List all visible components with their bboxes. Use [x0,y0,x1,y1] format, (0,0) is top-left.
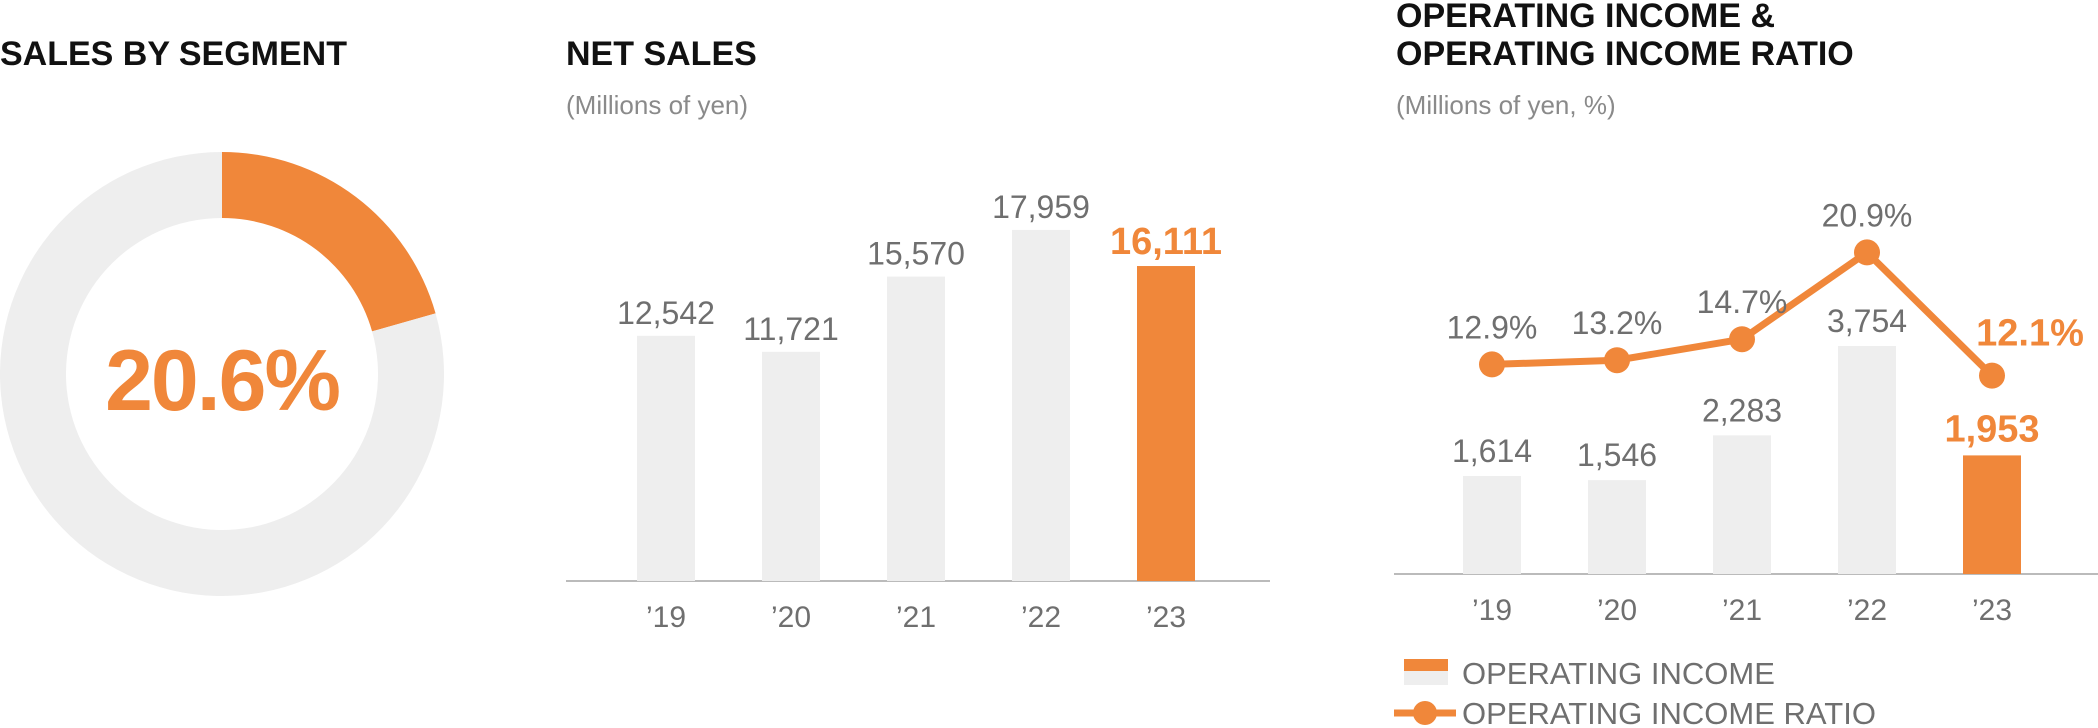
op-income-ratio-point-2 [1729,326,1755,353]
net-sales-bar-2 [887,276,945,581]
operating-income-chart: 1,614 ’19 1,546 ’20 2,283 ’21 3,754 ’22 1,953 ’23… [1394,197,2098,728]
legend-line-marker [1413,701,1437,725]
op-income-title-line-1: OPERATING INCOME & [1396,0,1776,35]
op-income-value-label-2: 2,283 [1702,392,1782,428]
net-sales-value-label-4: 16,111 [1110,221,1222,263]
op-income-bar-1 [1588,480,1646,574]
net-sales-title: NET SALES [566,35,757,73]
donut-title: SALES BY SEGMENT [0,35,347,73]
op-income-ratio-label-4: 12.1% [1976,313,2084,355]
op-income-ratio-label-0: 12.9% [1447,309,1538,345]
op-income-tick-label-3: ’22 [1847,594,1887,627]
op-income-bar-2 [1713,435,1771,574]
net-sales-bar-3 [1012,229,1070,581]
net-sales-value-label-3: 17,959 [992,189,1090,225]
op-income-value-label-0: 1,614 [1452,433,1532,469]
op-income-ratio-point-4 [1979,362,2005,389]
op-income-bar-0 [1463,475,1521,574]
legend-bar-label: OPERATING INCOME [1462,656,1775,691]
net-sales-value-label-1: 11,721 [743,311,839,347]
op-income-bar-3 [1838,346,1896,574]
op-income-ratio-point-1 [1604,347,1630,374]
net-sales-tick-label-0: ’19 [646,601,686,634]
donut-slice-0 [222,152,436,332]
net-sales-tick-label-1: ’20 [771,601,811,634]
op-income-ratio-point-0 [1479,351,1505,378]
net-sales-tick-label-2: ’21 [896,601,936,634]
op-income-tick-label-4: ’23 [1972,594,2012,627]
op-income-ratio-label-2: 14.7% [1697,284,1788,320]
op-income-value-label-4: 1,953 [1944,408,2039,450]
legend-line-label: OPERATING INCOME RATIO [1462,696,1876,728]
net-sales-bar-4 [1137,266,1195,581]
legend-bar-swatch [1404,659,1448,671]
op-income-value-label-1: 1,546 [1577,437,1657,473]
op-income-ratio-label-1: 13.2% [1572,305,1663,341]
net-sales-value-label-0: 12,542 [617,295,715,331]
sales-by-segment-donut: 20.6% [0,152,444,596]
net-sales-bar-0 [637,335,695,581]
op-income-ratio-label-3: 20.9% [1822,197,1913,233]
op-income-value-label-3: 3,754 [1827,303,1907,339]
op-income-unit: (Millions of yen, %) [1396,90,1616,120]
op-income-tick-label-1: ’20 [1597,594,1637,627]
op-income-legend: OPERATING INCOME OPERATING INCOME RATIO [1394,656,1876,728]
net-sales-bar-1 [762,351,820,581]
op-income-ratio-point-3 [1854,239,1880,266]
op-income-bar-4 [1963,455,2021,574]
op-income-title-line-2: OPERATING INCOME RATIO [1396,35,1854,73]
net-sales-unit: (Millions of yen) [566,90,749,120]
donut-center-label: 20.6% [105,333,339,429]
net-sales-chart: 12,542 ’19 11,721 ’20 15,570 ’21 17,959 ’22 16,1… [566,189,1270,634]
net-sales-tick-label-3: ’22 [1021,601,1061,634]
op-income-tick-label-0: ’19 [1472,594,1512,627]
op-income-tick-label-2: ’21 [1722,594,1762,627]
donut-slice-1 [0,152,444,596]
net-sales-tick-label-4: ’23 [1146,601,1186,634]
net-sales-value-label-2: 15,570 [867,236,965,272]
